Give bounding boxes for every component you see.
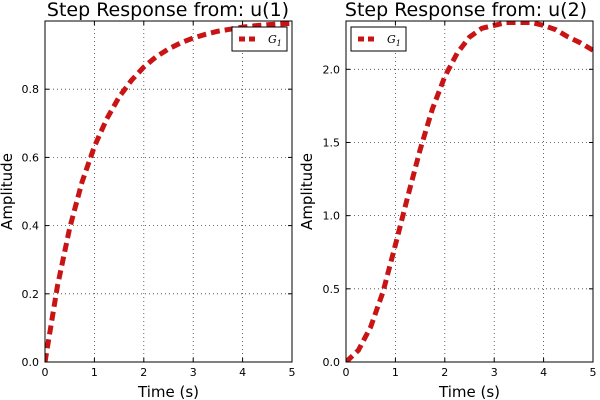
y-tick-label: 1.0: [323, 210, 341, 223]
series-line-g1: [346, 21, 593, 362]
x-axis-label: Time (s): [438, 383, 500, 400]
y-tick-label: 0.2: [22, 288, 40, 301]
x-axis-label: Time (s): [137, 383, 199, 400]
y-tick-label: 2.0: [323, 63, 341, 76]
x-tick-label: 1: [392, 366, 399, 379]
x-tick-label: 3: [491, 366, 498, 379]
chart-panel-2: Step Response from: u(2) 0 1 2 3 4 5 0.0 0.5 1.0 1…: [298, 0, 597, 400]
plot-frame: [44, 20, 293, 363]
series-line-g1: [45, 21, 292, 362]
x-tick-label: 2: [441, 366, 448, 379]
y-axis-label: Amplitude: [298, 153, 316, 230]
x-tick-label: 3: [190, 366, 197, 379]
chart-panel-1: Step Response from: u(1) 0 1 2 3 4 5 0.0 0.2 0.4 0…: [0, 0, 296, 400]
y-axis-label: Amplitude: [0, 153, 16, 230]
y-tick-label: 0.4: [22, 220, 40, 233]
y-tick-label: 0.0: [22, 356, 40, 369]
x-tick-label: 2: [140, 366, 147, 379]
legend: G1: [350, 26, 407, 52]
x-tick-label: 5: [590, 366, 597, 379]
x-tick-label: 4: [540, 366, 547, 379]
x-tick-label: 1: [91, 366, 98, 379]
x-tick-label: 4: [239, 366, 246, 379]
x-tick-label: 5: [289, 366, 296, 379]
x-tick-label: 0: [42, 366, 49, 379]
y-tick-label: 0.8: [22, 83, 40, 96]
plot-frame: [345, 20, 594, 363]
chart-title: Step Response from: u(1): [47, 0, 289, 21]
x-tick-label: 0: [343, 366, 350, 379]
legend: G1: [231, 26, 288, 52]
y-tick-label: 0.0: [323, 356, 341, 369]
chart-title: Step Response from: u(2): [345, 0, 587, 21]
y-tick-label: 0.5: [323, 283, 341, 296]
y-tick-label: 0.6: [22, 151, 40, 164]
y-tick-label: 1.5: [323, 136, 341, 149]
